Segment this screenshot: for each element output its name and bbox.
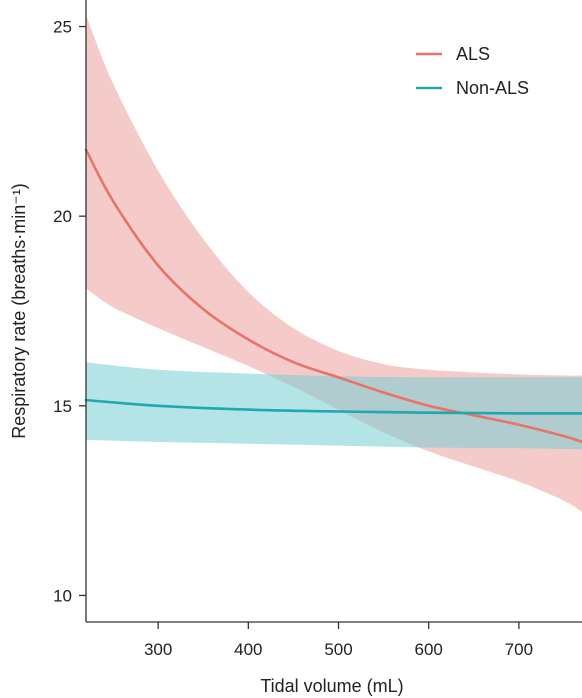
x-axis-label: Tidal volume (mL) [260, 676, 403, 696]
x-tick-label: 300 [144, 640, 172, 659]
x-tick-label: 400 [234, 640, 262, 659]
x-tick-label: 500 [324, 640, 352, 659]
x-tick-label: 700 [505, 640, 533, 659]
als-line [84, 148, 582, 444]
y-axis-ticks: 10 15 20 25 [53, 18, 86, 605]
y-axis-label: Respiratory rate (breaths·min⁻¹) [9, 183, 29, 439]
x-tick-label: 600 [415, 640, 443, 659]
x-axis-ticks: 300 400 500 600 700 [144, 622, 533, 659]
axes [85, 0, 582, 623]
series-lines [84, 148, 582, 444]
y-tick-label: 10 [53, 586, 72, 605]
confidence-bands [86, 15, 582, 513]
legend-label-als: ALS [456, 44, 490, 64]
legend-label-non-als: Non-ALS [456, 78, 529, 98]
y-tick-label: 25 [53, 18, 72, 37]
non-als-confidence-band [86, 362, 582, 450]
non-als-line [84, 398, 582, 415]
y-tick-label: 15 [53, 397, 72, 416]
y-tick-label: 20 [53, 207, 72, 226]
legend: ALS Non-ALS [416, 44, 529, 98]
